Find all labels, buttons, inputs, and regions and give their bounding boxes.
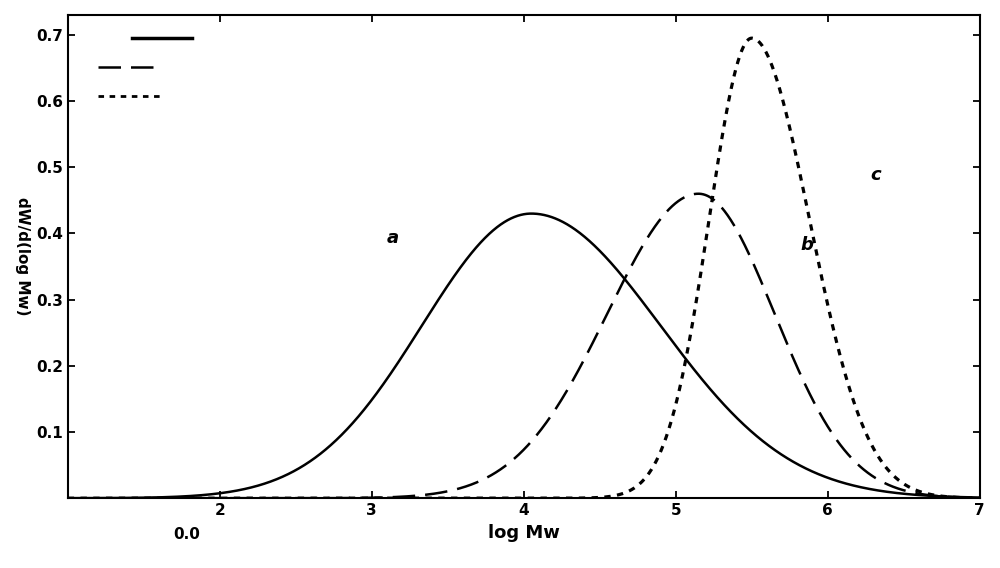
- Text: c: c: [870, 166, 881, 185]
- Text: b: b: [800, 236, 813, 254]
- Text: 0.0: 0.0: [173, 527, 200, 542]
- Text: a: a: [387, 229, 399, 248]
- X-axis label: log Mw: log Mw: [488, 524, 560, 542]
- Y-axis label: dW/d(log Mw): dW/d(log Mw): [15, 197, 30, 316]
